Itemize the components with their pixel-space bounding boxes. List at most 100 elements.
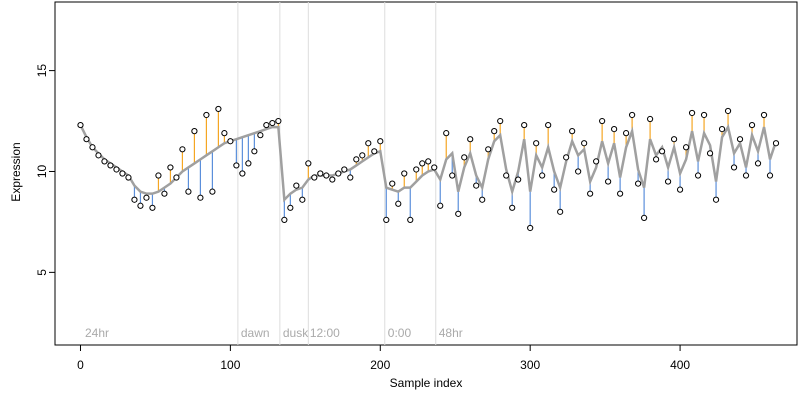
point [694, 172, 702, 179]
point [646, 115, 654, 123]
point [491, 128, 498, 135]
point [473, 182, 480, 189]
point [676, 186, 684, 193]
point [652, 156, 660, 163]
x-axis-label: Sample index [390, 376, 463, 390]
point [569, 128, 576, 135]
point [587, 190, 594, 197]
point [467, 136, 474, 143]
x-tick-label: 100 [220, 358, 240, 372]
point [581, 140, 588, 147]
point [485, 146, 492, 153]
point [605, 178, 612, 185]
point [407, 216, 414, 224]
point [221, 130, 228, 137]
point [557, 208, 564, 215]
point [155, 172, 162, 179]
point [227, 138, 234, 145]
point [425, 158, 432, 165]
point [311, 174, 318, 181]
point [521, 121, 528, 129]
y-axis-label: Expression [9, 142, 23, 201]
point [209, 188, 216, 195]
point [515, 176, 522, 183]
point [599, 117, 606, 125]
point [593, 158, 600, 165]
point [449, 172, 456, 179]
point [101, 158, 108, 165]
y-tick-label: 5 [35, 269, 49, 276]
point [545, 121, 552, 129]
point [263, 121, 270, 129]
point [281, 216, 288, 224]
point [383, 216, 390, 224]
point [688, 109, 696, 117]
point [724, 107, 732, 115]
point [269, 119, 276, 127]
point [772, 140, 780, 147]
point [563, 154, 570, 161]
point [305, 160, 312, 167]
point [119, 170, 126, 177]
point [257, 132, 264, 139]
point [359, 152, 366, 159]
point [371, 148, 378, 155]
point [161, 190, 168, 197]
point [377, 138, 384, 145]
point [317, 170, 324, 177]
annotation: 48hr [439, 326, 463, 340]
point [113, 166, 120, 173]
point [682, 144, 690, 151]
point [623, 130, 630, 137]
point [215, 105, 222, 113]
point [329, 176, 336, 183]
point [413, 166, 420, 173]
point [700, 111, 708, 119]
point [455, 210, 462, 217]
annotation: dawn [241, 326, 270, 340]
point [551, 186, 558, 193]
point [335, 170, 342, 177]
point [760, 111, 768, 119]
point [77, 121, 84, 129]
x-tick-label: 200 [370, 358, 390, 372]
point [131, 196, 138, 203]
point [443, 130, 450, 137]
point [527, 224, 534, 232]
plot-frame [54, 1, 798, 346]
point [497, 117, 504, 125]
point [239, 170, 246, 177]
point [323, 172, 330, 179]
point [539, 172, 546, 179]
annotation: 12:00 [310, 326, 340, 340]
point [629, 111, 636, 119]
point [395, 200, 402, 207]
point [299, 196, 306, 203]
point [251, 148, 258, 155]
x-tick-label: 400 [670, 358, 690, 372]
point [754, 160, 762, 167]
point [347, 174, 354, 181]
point [353, 156, 360, 163]
point [107, 162, 114, 169]
point [83, 136, 90, 143]
point [664, 178, 672, 185]
point [419, 160, 426, 167]
point [341, 166, 348, 173]
point [137, 202, 144, 209]
point [275, 117, 282, 125]
point [658, 148, 666, 155]
point [736, 136, 744, 143]
annotation: 24hr [85, 326, 109, 340]
x-tick-label: 0 [77, 358, 84, 372]
point [167, 164, 174, 171]
point [95, 152, 102, 159]
point [149, 204, 156, 211]
point [401, 170, 408, 177]
point [431, 164, 438, 171]
point [712, 196, 720, 203]
point [730, 164, 738, 171]
point [742, 172, 750, 179]
point [143, 194, 150, 201]
